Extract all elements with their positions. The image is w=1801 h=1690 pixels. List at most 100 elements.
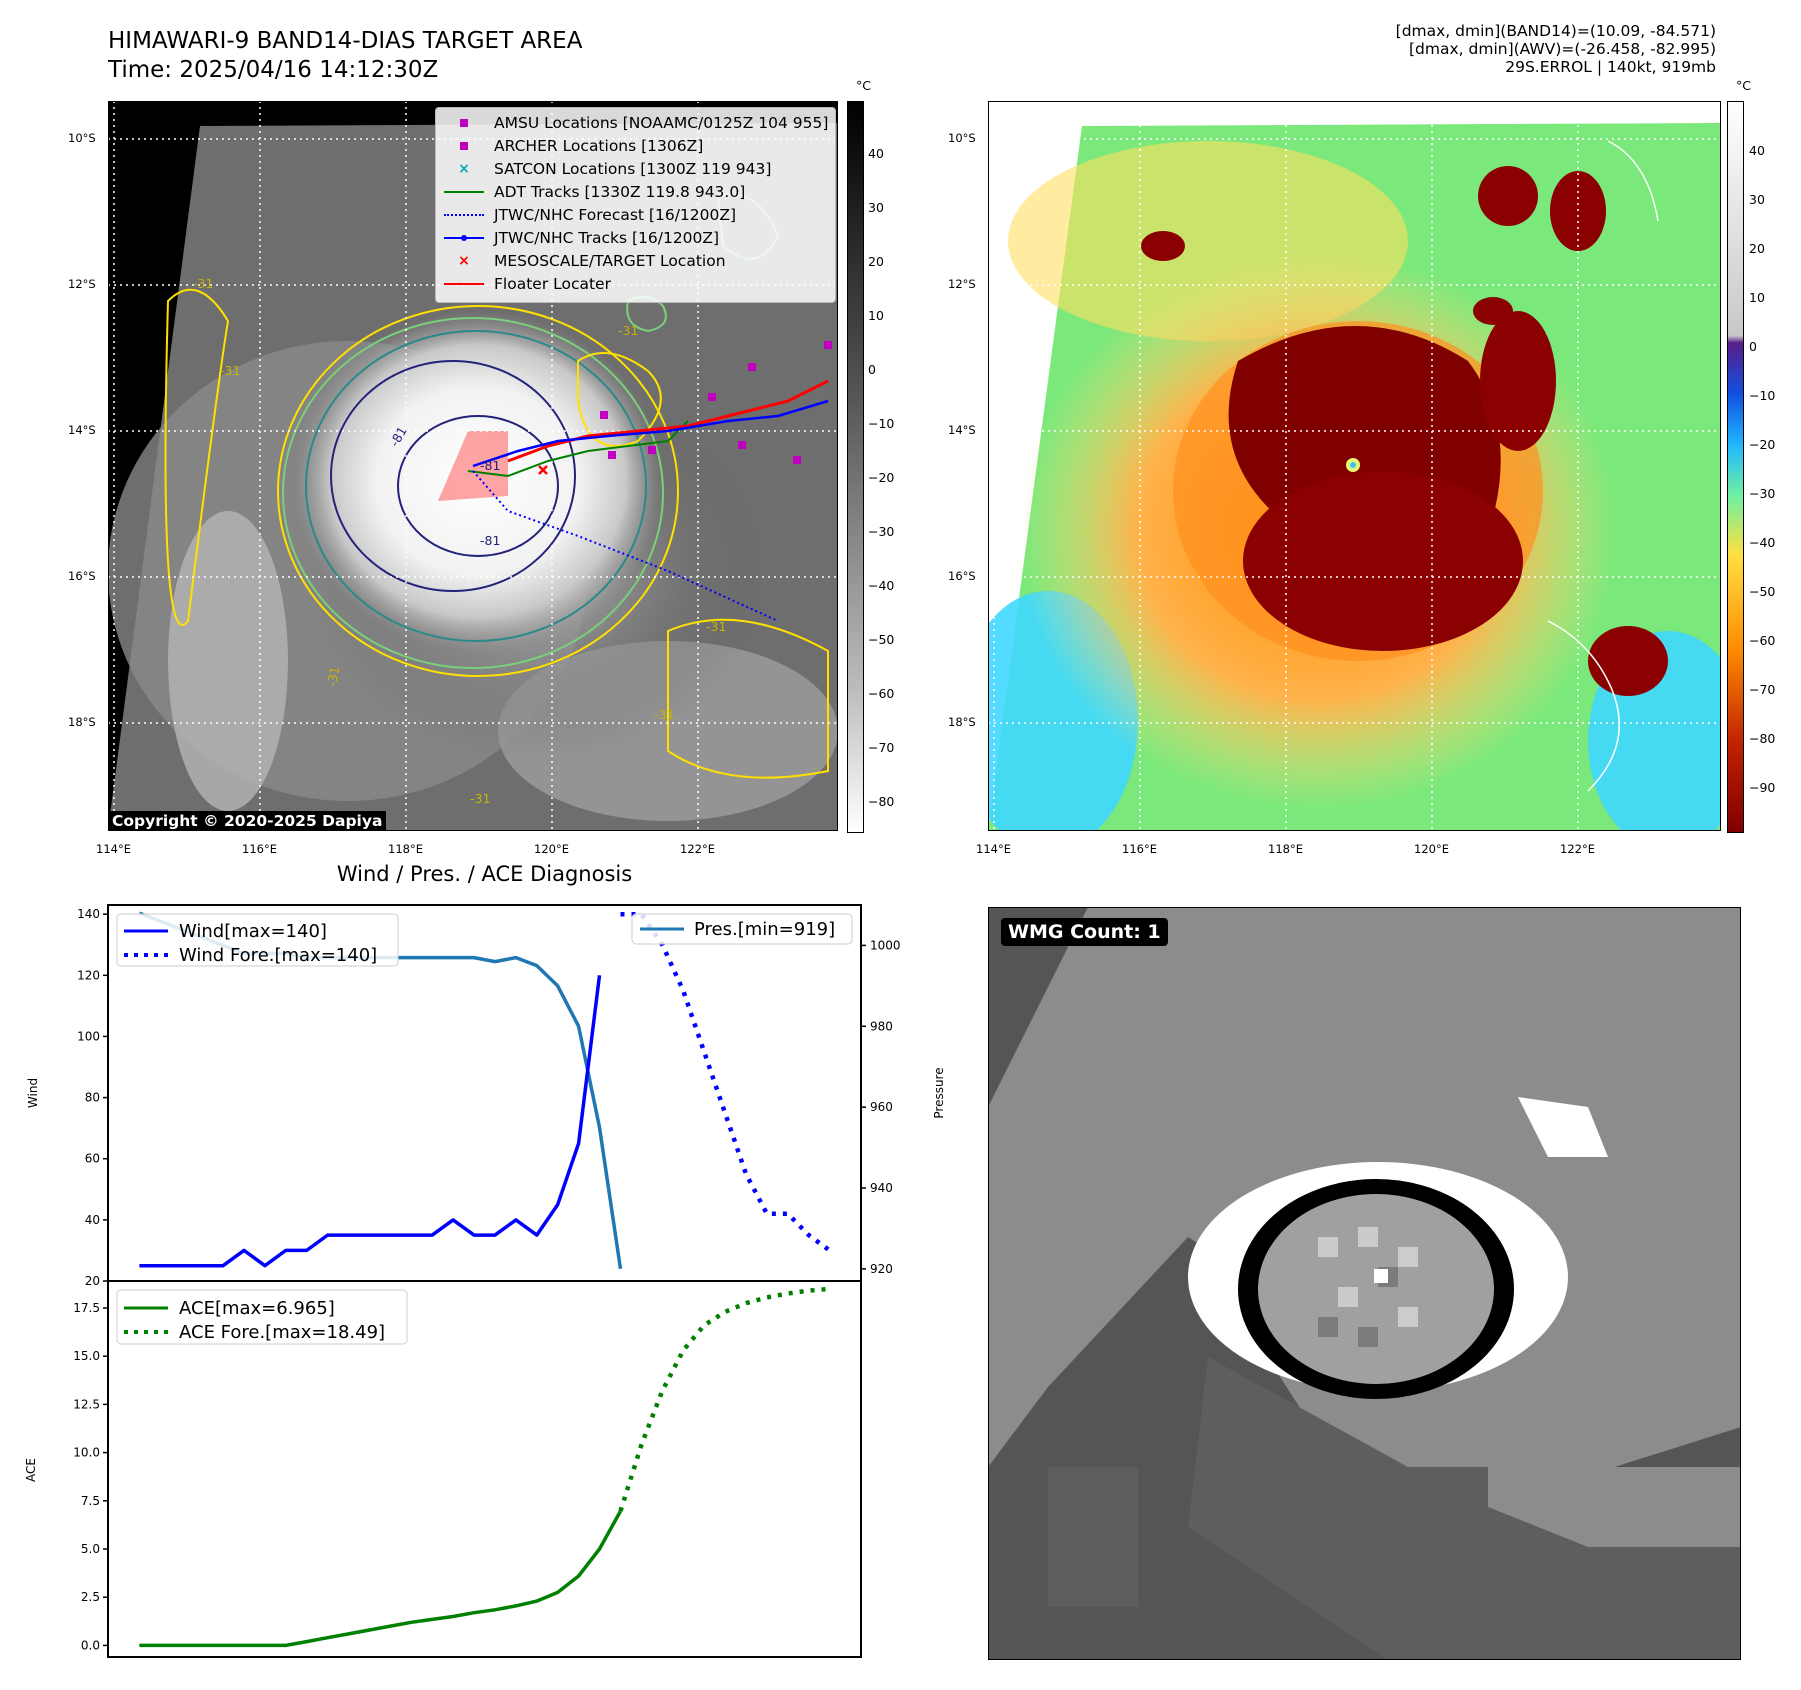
axis-tick-label: 980 bbox=[870, 1019, 893, 1033]
diagnosis-chart-title: Wind / Pres. / ACE Diagnosis bbox=[336, 862, 633, 886]
contour-label: -81 bbox=[480, 533, 501, 548]
copyright-label: Copyright © 2020-2025 Dapiya bbox=[108, 811, 387, 831]
lat-label: 10°S bbox=[68, 131, 96, 145]
wind-plot-frame bbox=[107, 904, 862, 1282]
awv-map-panel bbox=[958, 101, 1748, 851]
awv-colorbar-tick: 40 bbox=[1749, 143, 1765, 158]
lat-label: 18°S bbox=[68, 715, 96, 729]
ir-colorbar-tick: 10 bbox=[868, 308, 884, 323]
legend-entry-floater: Floater Locater bbox=[436, 272, 835, 295]
axis-tick-label: 5.0 bbox=[81, 1542, 100, 1556]
info-line2: [dmax, dmin](AWV)=(-26.458, -82.995) bbox=[1409, 40, 1716, 58]
wind-series-line bbox=[139, 975, 602, 1268]
ace-axis-label: ACE bbox=[24, 1458, 38, 1482]
legend-label-satcon: SATCON Locations [1300Z 119 943] bbox=[494, 159, 772, 178]
ir-colorbar-unit: °C bbox=[856, 78, 871, 93]
legend-label-jtwc-forecast: JTWC/NHC Forecast [16/1200Z] bbox=[494, 205, 737, 224]
ir-colorbar-tick: 30 bbox=[868, 200, 884, 215]
legend-label-archer: ARCHER Locations [1306Z] bbox=[494, 136, 704, 155]
axis-tick-label: 1000 bbox=[870, 938, 901, 952]
lon-label: 120°E bbox=[1414, 842, 1449, 856]
lon-label: 120°E bbox=[534, 842, 569, 856]
awv-colorbar-tick: −40 bbox=[1749, 535, 1776, 550]
awv-colorbar-tick: −20 bbox=[1749, 437, 1776, 452]
contour-label: -31 bbox=[470, 791, 491, 806]
awv-map-frame bbox=[988, 101, 1721, 831]
axis-tick-label: 7.5 bbox=[81, 1494, 100, 1508]
axis-tick-label: 10.0 bbox=[73, 1446, 100, 1460]
axis-tick-label: 120 bbox=[77, 968, 100, 982]
axis-tick-label: 15.0 bbox=[73, 1349, 100, 1363]
ir-colorbar-tick: −60 bbox=[868, 686, 895, 701]
legend-entry-jtwc-tracks: JTWC/NHC Tracks [16/1200Z] bbox=[436, 226, 835, 249]
info-line3: 29S.ERROL | 140kt, 919mb bbox=[1505, 58, 1716, 76]
lat-label: 12°S bbox=[948, 277, 976, 291]
ace-left-axis: 0.0 2.5 5.0 7.5 10.0 12.5 15.0 17.5 bbox=[73, 1301, 108, 1652]
lat-label: 14°S bbox=[948, 423, 976, 437]
awv-colorbar-tick: 10 bbox=[1749, 290, 1765, 305]
legend-entry-target: × MESOSCALE/TARGET Location bbox=[458, 251, 726, 270]
legend-ace-label: ACE[max=6.965] bbox=[179, 1298, 335, 1319]
ir-colorbar bbox=[847, 101, 864, 833]
legend-label-adt: ADT Tracks [1330Z 119.8 943.0] bbox=[494, 182, 746, 201]
pressure-right-axis: 920 940 960 980 1000 bbox=[861, 938, 901, 1276]
lat-label: 14°S bbox=[68, 423, 96, 437]
ir-colorbar-tick: −50 bbox=[868, 632, 895, 647]
legend-label-amsu: AMSU Locations [NOAAMC/0125Z 104 955] bbox=[494, 113, 829, 132]
lat-label: 10°S bbox=[948, 131, 976, 145]
ace-series-group bbox=[139, 1286, 830, 1648]
pressure-legend: Pres.[min=919] bbox=[631, 913, 853, 945]
ace-series-line bbox=[139, 1510, 623, 1648]
ir-colorbar-tick: −80 bbox=[868, 794, 895, 809]
axis-tick-label: 17.5 bbox=[73, 1301, 100, 1315]
lat-label: 16°S bbox=[948, 569, 976, 583]
axis-tick-label: 80 bbox=[85, 1091, 100, 1105]
contour-label: -31 bbox=[654, 707, 675, 722]
legend-entry-jtwc-forecast: JTWC/NHC Forecast [16/1200Z] bbox=[436, 203, 835, 226]
ace-legend: ACE[max=6.965] ACE Fore.[max=18.49] bbox=[116, 1289, 408, 1345]
wind-axis-label: Wind bbox=[26, 1078, 40, 1108]
figure-title-line1: HIMAWARI-9 BAND14-DIAS TARGET AREA bbox=[108, 28, 583, 54]
awv-colorbar-tick: 30 bbox=[1749, 192, 1765, 207]
ir-colorbar-tick: −40 bbox=[868, 578, 895, 593]
awv-colorbar-tick: −90 bbox=[1749, 780, 1776, 795]
contour-label: -81 bbox=[480, 458, 501, 473]
ir-map-frame bbox=[108, 101, 838, 831]
axis-tick-label: 40 bbox=[85, 1213, 100, 1227]
legend-ace-forecast-label: ACE Fore.[max=18.49] bbox=[179, 1322, 385, 1343]
lon-label: 116°E bbox=[242, 842, 277, 856]
legend-label-jtwc-tracks: JTWC/NHC Tracks [16/1200Z] bbox=[494, 228, 720, 247]
lon-label: 118°E bbox=[1268, 842, 1303, 856]
wind-left-axis: 20 40 60 80 100 120 140 bbox=[77, 907, 108, 1288]
ir-colorbar-tick: −20 bbox=[868, 470, 895, 485]
awv-colorbar bbox=[1727, 101, 1744, 833]
diagnosis-charts: 20 40 60 80 100 120 140 920 940 960 980 1000 0.0 2.… bbox=[24, 904, 946, 1658]
lon-label: 122°E bbox=[680, 842, 715, 856]
awv-colorbar-unit: °C bbox=[1736, 78, 1751, 93]
lat-label: 18°S bbox=[948, 715, 976, 729]
axis-tick-label: 140 bbox=[77, 907, 100, 921]
contour-label: -31 bbox=[706, 619, 727, 634]
legend-entry-satcon: × SATCON Locations [1300Z 119 943] bbox=[458, 159, 772, 178]
contour-label: -31 bbox=[220, 363, 241, 378]
awv-colorbar-tick: −70 bbox=[1749, 682, 1776, 697]
wmg-count-badge: WMG Count: 1 bbox=[1001, 918, 1168, 946]
axis-tick-label: 2.5 bbox=[81, 1590, 100, 1604]
legend-wind-forecast-label: Wind Fore.[max=140] bbox=[179, 945, 377, 966]
legend-entry-archer: ARCHER Locations [1306Z] bbox=[436, 134, 835, 157]
lon-label: 114°E bbox=[96, 842, 131, 856]
pressure-axis-label: Pressure bbox=[932, 1067, 946, 1118]
contour-label: -31 bbox=[193, 276, 214, 291]
contour-label: -31 bbox=[618, 323, 639, 338]
lon-label: 114°E bbox=[976, 842, 1011, 856]
awv-colorbar-tick: 0 bbox=[1749, 339, 1757, 354]
legend-wind-label: Wind[max=140] bbox=[179, 921, 327, 942]
awv-colorbar-tick: −30 bbox=[1749, 486, 1776, 501]
axis-tick-label: 920 bbox=[870, 1262, 893, 1276]
lat-label: 12°S bbox=[68, 277, 96, 291]
axis-tick-label: 60 bbox=[85, 1152, 100, 1166]
awv-colorbar-tick: −50 bbox=[1749, 584, 1776, 599]
ir-colorbar-tick: 20 bbox=[868, 254, 884, 269]
ir-colorbar-tick: −70 bbox=[868, 740, 895, 755]
axis-tick-label: 100 bbox=[77, 1029, 100, 1043]
